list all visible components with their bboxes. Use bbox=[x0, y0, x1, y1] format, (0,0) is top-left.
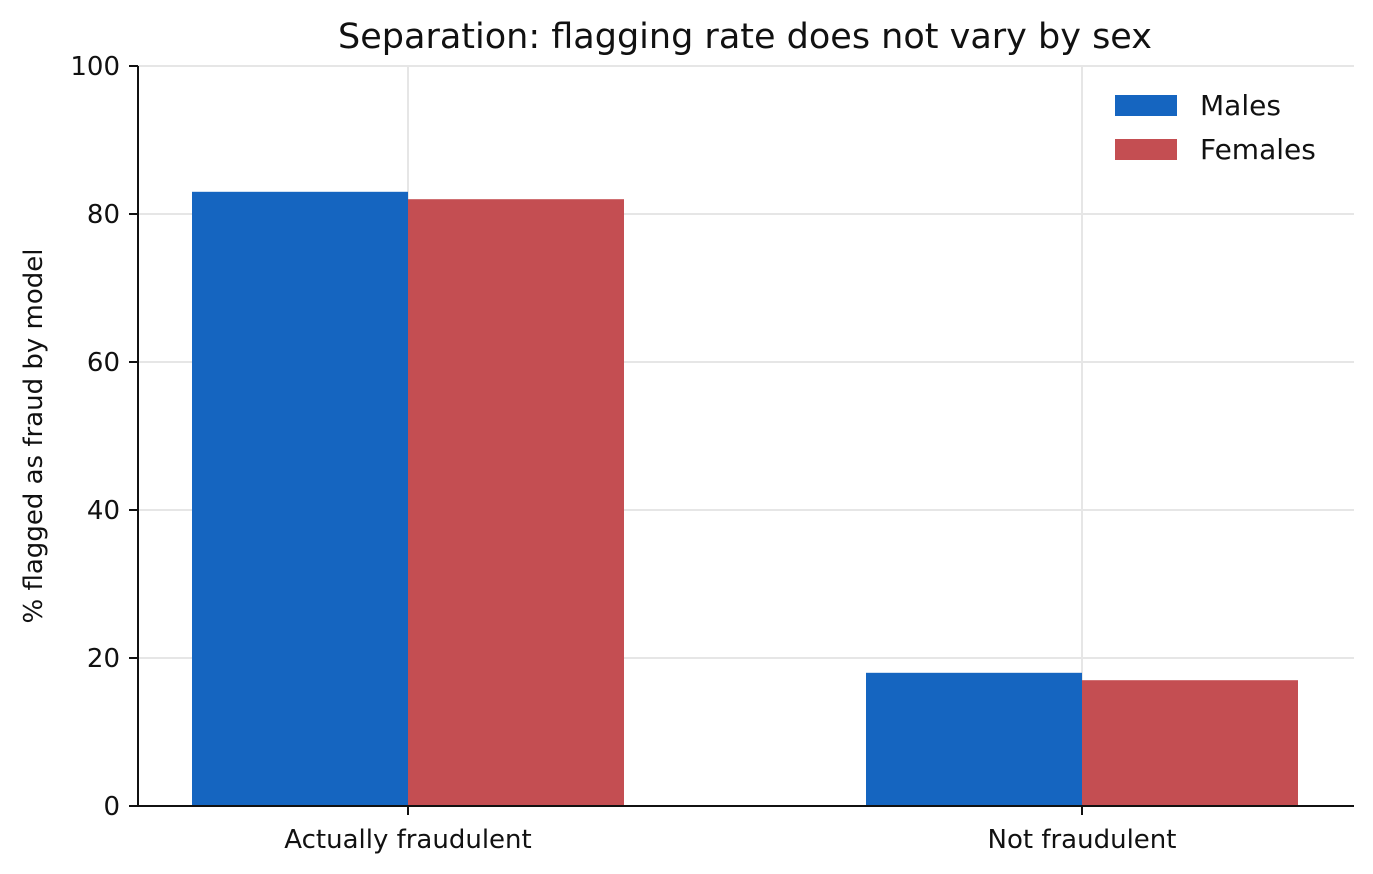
x-tick-label: Not fraudulent bbox=[988, 825, 1177, 855]
bars bbox=[192, 191, 1298, 807]
y-tick-label: 0 bbox=[103, 792, 120, 822]
bar-males-1 bbox=[192, 191, 408, 807]
bar-females-2 bbox=[1082, 680, 1298, 806]
legend-label-males: Males bbox=[1200, 89, 1281, 122]
legend-swatch-females bbox=[1115, 139, 1177, 160]
axes bbox=[137, 66, 1354, 807]
chart-title: Separation: flagging rate does not vary … bbox=[338, 17, 1152, 57]
legend-swatch-males bbox=[1115, 95, 1177, 116]
y-tick-label: 20 bbox=[87, 644, 120, 674]
y-axis-label: % flagged as fraud by model bbox=[19, 249, 49, 624]
legend-label-females: Females bbox=[1200, 133, 1316, 166]
y-tick-label: 80 bbox=[87, 200, 120, 230]
y-ticks: 0 20 40 60 80 100 bbox=[70, 52, 138, 822]
y-tick-label: 100 bbox=[70, 52, 120, 82]
x-ticks: Actually fraudulent Not fraudulent bbox=[284, 806, 1176, 855]
x-tick-label: Actually fraudulent bbox=[284, 825, 531, 855]
y-tick-label: 40 bbox=[87, 496, 120, 526]
bar-males-2 bbox=[866, 672, 1082, 806]
legend: Males Females bbox=[1115, 89, 1316, 166]
y-tick-label: 60 bbox=[87, 348, 120, 378]
bar-females-1 bbox=[408, 199, 624, 806]
